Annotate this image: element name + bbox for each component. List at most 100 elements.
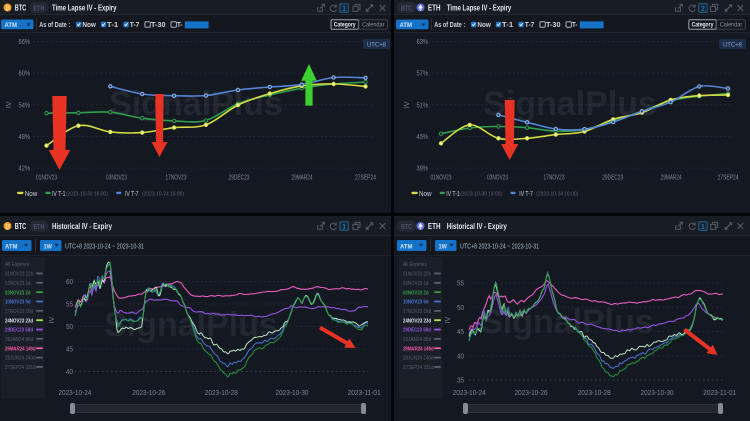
svg-text:ETH: ETH	[33, 222, 44, 231]
svg-text:26JAN24 86d: 26JAN24 86d	[5, 337, 33, 343]
svg-text:60: 60	[66, 279, 73, 286]
svg-text:2023-10-26: 2023-10-26	[132, 390, 165, 397]
svg-text:29DEC23: 29DEC23	[229, 175, 250, 182]
svg-text:40: 40	[457, 353, 464, 360]
svg-text:T-: T-	[572, 22, 578, 29]
svg-text:T-30: T-30	[151, 22, 166, 29]
svg-text:27SEP24 331d: 27SEP24 331d	[5, 365, 36, 371]
svg-text:1: 1	[342, 5, 346, 12]
svg-text:28JUN24 240d: 28JUN24 240d	[5, 356, 36, 362]
svg-text:03NOV23 2d: 03NOV23 2d	[403, 290, 429, 296]
svg-text:10NOV23 9d: 10NOV23 9d	[5, 300, 31, 306]
svg-text:1W: 1W	[439, 243, 448, 250]
svg-text:29DEC23 58d: 29DEC23 58d	[403, 328, 431, 334]
svg-text:03NOV23: 03NOV23	[106, 175, 127, 182]
svg-text:IV: IV	[445, 316, 452, 323]
svg-text:10NOV23 9d: 10NOV23 9d	[403, 300, 429, 306]
svg-text:02NOV23 1d: 02NOV23 1d	[403, 281, 429, 287]
svg-text:29DEC23: 29DEC23	[602, 175, 623, 182]
svg-text:29MAR24: 29MAR24	[292, 175, 313, 182]
svg-text:2023-10-24: 2023-10-24	[58, 390, 91, 397]
svg-text:17NOV23 16d: 17NOV23 16d	[403, 309, 431, 315]
svg-text:2023-10-26: 2023-10-26	[515, 390, 548, 397]
svg-text:29MAR24 149d: 29MAR24 149d	[403, 346, 434, 352]
svg-text:UTC+8 2023-10-24 ~ 2023-10-31: UTC+8 2023-10-24 ~ 2023-10-31	[460, 243, 539, 250]
svg-text:BTC: BTC	[15, 4, 27, 13]
svg-text:SignalPlus: SignalPlus	[109, 85, 283, 123]
svg-text:As of Date :: As of Date :	[434, 22, 465, 29]
svg-text:IV T-7: IV T-7	[125, 191, 139, 198]
svg-text:17NOV23: 17NOV23	[544, 175, 565, 182]
svg-text:39%: 39%	[417, 164, 429, 173]
svg-text:Category: Category	[334, 22, 356, 29]
svg-text:66%: 66%	[19, 37, 31, 46]
svg-text:27SEP24: 27SEP24	[355, 175, 376, 182]
svg-text:₿: ₿	[5, 222, 10, 230]
svg-text:IV: IV	[6, 101, 13, 108]
svg-text:Now: Now	[82, 22, 96, 29]
svg-text:50: 50	[457, 305, 464, 312]
svg-text:50: 50	[66, 324, 73, 331]
svg-text:01NOV23 22h: 01NOV23 22h	[5, 272, 33, 278]
svg-text:ATM: ATM	[400, 243, 413, 250]
svg-text:03NOV23: 03NOV23	[487, 175, 508, 182]
svg-text:ATM: ATM	[5, 243, 18, 250]
svg-text:55: 55	[66, 302, 73, 309]
svg-text:₿: ₿	[5, 4, 10, 12]
svg-text:17NOV23 16d: 17NOV23 16d	[5, 309, 33, 315]
svg-text:2023-10-28: 2023-10-28	[205, 390, 238, 397]
svg-text:(2023-10-30 16:00): (2023-10-30 16:00)	[66, 192, 108, 198]
svg-text:IV T-1: IV T-1	[446, 191, 460, 198]
svg-text:ATM: ATM	[5, 22, 18, 29]
svg-text:Now: Now	[25, 191, 38, 198]
svg-text:01NOV23: 01NOV23	[431, 175, 452, 182]
svg-text:1: 1	[342, 223, 346, 230]
svg-text:24NOV23 23d: 24NOV23 23d	[403, 318, 431, 324]
svg-text:57%: 57%	[417, 69, 429, 78]
svg-text:ATM: ATM	[400, 22, 413, 29]
svg-text:03NOV23 2d: 03NOV23 2d	[5, 290, 31, 296]
svg-text:ETH: ETH	[428, 222, 441, 231]
svg-text:UTC+8: UTC+8	[723, 41, 742, 48]
svg-text:2023-10-24: 2023-10-24	[453, 390, 486, 397]
svg-text:2023-11-01: 2023-11-01	[348, 390, 381, 397]
svg-text:17NOV23: 17NOV23	[166, 175, 187, 182]
svg-text:Calendar: Calendar	[362, 22, 385, 29]
svg-text:BTC: BTC	[15, 222, 27, 231]
svg-text:ETH: ETH	[33, 3, 44, 12]
svg-text:26JAN24 86d: 26JAN24 86d	[403, 337, 431, 343]
svg-text:UTC+8: UTC+8	[367, 41, 386, 48]
svg-text:(2023-10-24 16:00): (2023-10-24 16:00)	[536, 192, 578, 198]
svg-text:Historical IV - Expiry: Historical IV - Expiry	[52, 221, 112, 231]
svg-text:BTC: BTC	[401, 3, 412, 12]
svg-text:54%: 54%	[19, 100, 31, 109]
svg-text:Historical IV - Expiry: Historical IV - Expiry	[447, 221, 507, 231]
svg-text:T-1: T-1	[502, 22, 513, 29]
svg-text:T-7: T-7	[525, 22, 535, 29]
svg-text:35: 35	[457, 378, 464, 385]
svg-text:T-1: T-1	[107, 22, 118, 29]
svg-text:63%: 63%	[417, 37, 429, 46]
svg-text:(2023-10-24 16:00): (2023-10-24 16:00)	[142, 192, 184, 198]
svg-text:As of Date :: As of Date :	[39, 22, 70, 29]
svg-text:55: 55	[457, 281, 464, 288]
svg-text:60%: 60%	[19, 69, 31, 78]
svg-text:29MAR24: 29MAR24	[661, 175, 682, 182]
svg-text:ETH: ETH	[428, 4, 441, 13]
svg-text:29DEC23 58d: 29DEC23 58d	[5, 328, 33, 334]
svg-text:All Expiries: All Expiries	[5, 262, 29, 268]
svg-text:2023-11-01: 2023-11-01	[703, 390, 736, 397]
svg-text:1: 1	[701, 223, 705, 230]
svg-text:BTC: BTC	[401, 222, 412, 231]
svg-text:Calendar: Calendar	[720, 22, 743, 29]
svg-text:IV T-7: IV T-7	[519, 191, 533, 198]
svg-text:Now: Now	[477, 22, 491, 29]
svg-text:SignalPlus: SignalPlus	[104, 306, 278, 344]
svg-text:27SEP24: 27SEP24	[718, 175, 739, 182]
svg-text:IV: IV	[49, 316, 56, 323]
svg-text:T-7: T-7	[130, 22, 140, 29]
svg-text:T-30: T-30	[546, 22, 561, 29]
svg-text:51%: 51%	[417, 100, 429, 109]
svg-text:2: 2	[701, 5, 705, 12]
svg-text:45: 45	[457, 329, 464, 336]
